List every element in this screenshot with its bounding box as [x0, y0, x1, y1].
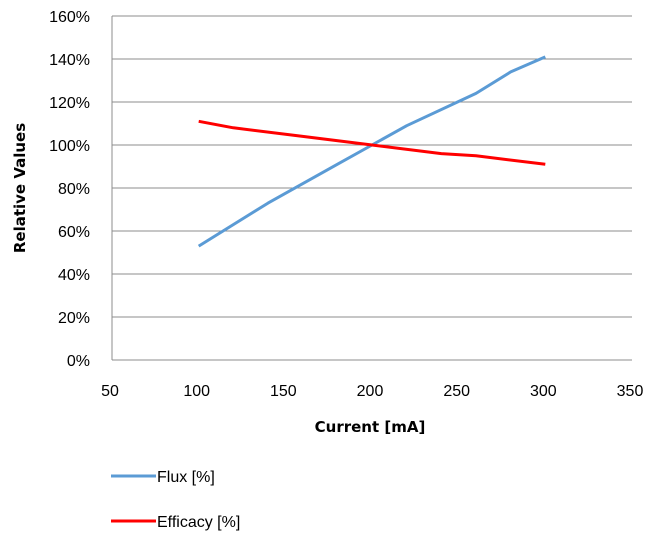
y-tick-label: 60% — [58, 224, 90, 241]
series-lines — [197, 55, 546, 248]
legend: Flux [%] Efficacy [%] — [111, 469, 240, 531]
legend-label: Efficacy [%] — [157, 514, 240, 531]
series-line-0 — [197, 55, 546, 248]
y-tick-label: 80% — [58, 181, 90, 198]
y-axis-title: Relative Values — [11, 123, 29, 253]
x-axis-title: Current [mA] — [315, 418, 426, 436]
gridlines — [112, 15, 632, 318]
y-tick-label: 120% — [49, 95, 90, 112]
x-tick-label: 100 — [183, 383, 210, 400]
x-tick-label: 150 — [270, 383, 297, 400]
axes — [111, 16, 632, 361]
x-tick-label: 250 — [443, 383, 470, 400]
y-tick-label: 0% — [67, 353, 90, 370]
y-tick-label: 100% — [49, 138, 90, 155]
x-tick-labels: 50 100 150 200 250 300 350 — [101, 383, 643, 400]
x-tick-label: 50 — [101, 383, 119, 400]
y-tick-label: 160% — [49, 9, 90, 26]
y-tick-labels: 0% 20% 40% 60% 80% 100% 120% 140% 160% — [49, 9, 90, 370]
y-tick-label: 40% — [58, 267, 90, 284]
legend-label: Flux [%] — [157, 469, 215, 486]
series-line-1 — [198, 119, 546, 166]
x-tick-label: 350 — [617, 383, 644, 400]
x-tick-label: 200 — [357, 383, 384, 400]
x-tick-label: 300 — [530, 383, 557, 400]
y-tick-label: 140% — [49, 52, 90, 69]
y-tick-label: 20% — [58, 310, 90, 327]
